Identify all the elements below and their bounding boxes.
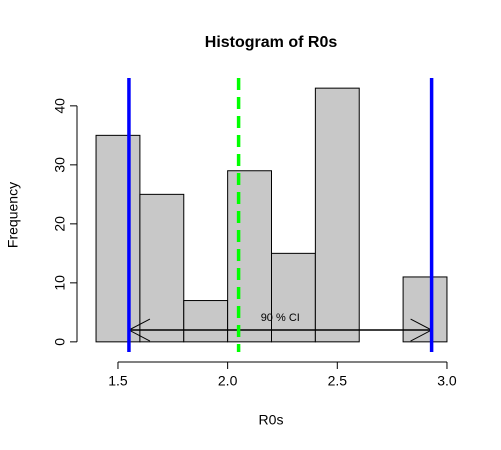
bar bbox=[314, 87, 360, 343]
bar bbox=[271, 252, 316, 343]
y-tick-label: 10 bbox=[52, 275, 68, 291]
y-tick-label: 40 bbox=[52, 98, 68, 114]
bar bbox=[95, 134, 141, 343]
y-tick-label: 20 bbox=[52, 216, 68, 232]
y-axis-label: Frequency bbox=[5, 182, 21, 248]
chart-title: Histogram of R0s bbox=[205, 34, 338, 51]
bar bbox=[227, 170, 273, 343]
bar bbox=[139, 193, 185, 343]
x-tick-label: 3.0 bbox=[437, 373, 457, 389]
x-tick-label: 2.0 bbox=[218, 373, 238, 389]
y-tick-label: 30 bbox=[52, 157, 68, 173]
bar bbox=[402, 276, 448, 343]
x-tick-label: 1.5 bbox=[108, 373, 128, 389]
x-tick-label: 2.5 bbox=[328, 373, 348, 389]
x-axis-label: R0s bbox=[259, 412, 284, 428]
bar bbox=[183, 300, 229, 343]
y-tick-label: 0 bbox=[52, 338, 68, 346]
interval-label: 90 % CI bbox=[261, 312, 300, 324]
